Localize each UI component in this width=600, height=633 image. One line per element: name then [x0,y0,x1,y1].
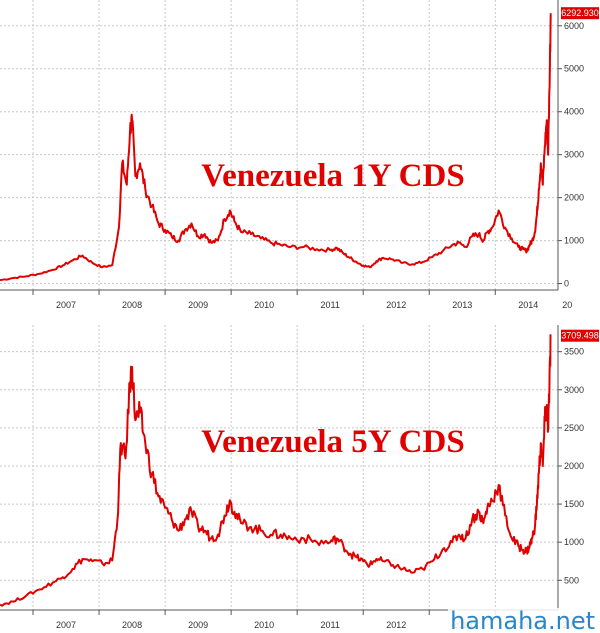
gridlines-5y [0,325,558,610]
y-tick-label: 1000 [564,537,584,547]
watermark-backdrop [448,608,600,633]
chart-title-1y: Venezuela 1Y CDS [201,158,464,194]
x-tick-label: 2007 [56,620,76,630]
x-tick-label: 20 [562,300,572,310]
y-ticks-1y: 0 1000 2000 3000 4000 5000 6000 [558,21,584,289]
x-tick-label: 2008 [122,620,142,630]
last-value-label-5y: 3709.498 [561,331,599,341]
y-tick-label: 3500 [564,347,584,357]
y-tick-label: 2500 [564,423,584,433]
y-tick-label: 4000 [564,107,584,117]
x-tick-label: 2011 [320,300,339,310]
x-ticks-1y: 2007 2008 2009 2010 2011 2012 2013 2014 20 [32,290,572,310]
y-tick-label: 6000 [564,21,584,31]
x-tick-label: 2007 [56,300,76,310]
chart-panel-1y: 2007 2008 2009 2010 2011 2012 2013 2014 20 0 1000… [0,0,599,310]
gridlines-1y [0,0,558,290]
y-tick-label: 3000 [564,150,584,160]
y-tick-label: 3000 [564,385,584,395]
last-value-box-1y [561,7,599,20]
y-tick-label: 2000 [564,193,584,203]
series-line-1y [0,13,552,282]
x-tick-label: 2014 [518,300,538,310]
last-value-box-5y [561,329,599,342]
x-tick-label: 2010 [254,300,274,310]
chart-title-5y: Venezuela 5Y CDS [201,424,464,460]
watermark-text: hamaha.net [450,607,595,633]
y-tick-label: 0 [564,279,569,289]
y-ticks-5y: 500 1000 1500 2000 2500 3000 3500 [558,347,584,585]
y-tick-label: 2000 [564,461,584,471]
y-tick-label: 500 [564,575,579,585]
plot-area-1y [0,0,558,290]
last-value-label-1y: 6292.930 [561,8,599,18]
x-tick-label: 2008 [122,300,142,310]
x-tick-label: 2010 [254,620,274,630]
x-tick-label: 2013 [452,300,472,310]
x-tick-label: 2012 [386,300,406,310]
plot-area-5y [0,325,558,610]
y-tick-label: 5000 [564,64,584,74]
y-tick-label: 1000 [564,236,584,246]
x-tick-label: 2011 [320,620,339,630]
x-tick-label: 2012 [386,620,406,630]
x-tick-label: 2009 [188,620,208,630]
x-tick-label: 2009 [188,300,208,310]
series-line-5y [0,334,552,607]
y-tick-label: 1500 [564,499,584,509]
